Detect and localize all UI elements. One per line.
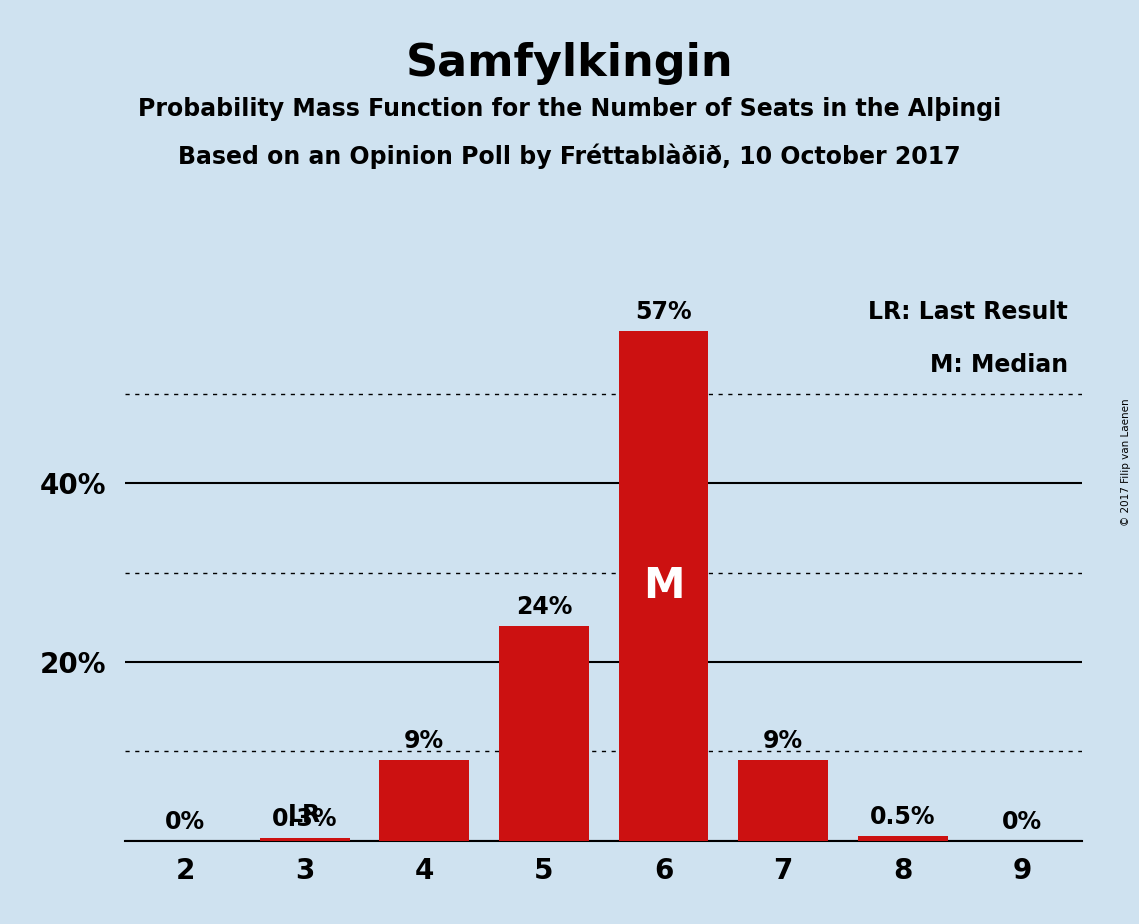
Bar <box>738 760 828 841</box>
Text: 9%: 9% <box>404 729 444 753</box>
Bar <box>618 331 708 841</box>
Bar <box>379 760 469 841</box>
Bar <box>260 838 350 841</box>
Text: 24%: 24% <box>516 595 572 619</box>
Bar <box>499 626 589 841</box>
Text: 0%: 0% <box>165 809 205 833</box>
Text: M: M <box>642 565 685 607</box>
Text: © 2017 Filip van Laenen: © 2017 Filip van Laenen <box>1121 398 1131 526</box>
Text: LR: Last Result: LR: Last Result <box>868 300 1067 324</box>
Text: Probability Mass Function for the Number of Seats in the Alþingi: Probability Mass Function for the Number… <box>138 97 1001 121</box>
Text: 9%: 9% <box>763 729 803 753</box>
Text: 0%: 0% <box>1002 809 1042 833</box>
Bar <box>858 836 948 841</box>
Text: 0.3%: 0.3% <box>272 807 337 831</box>
Text: LR: LR <box>288 804 321 827</box>
Text: M: Median: M: Median <box>929 353 1067 377</box>
Text: Samfylkingin: Samfylkingin <box>405 42 734 85</box>
Text: 57%: 57% <box>636 300 691 324</box>
Text: 0.5%: 0.5% <box>870 805 935 829</box>
Text: Based on an Opinion Poll by Fréttablàðið, 10 October 2017: Based on an Opinion Poll by Fréttablàðið… <box>178 143 961 169</box>
